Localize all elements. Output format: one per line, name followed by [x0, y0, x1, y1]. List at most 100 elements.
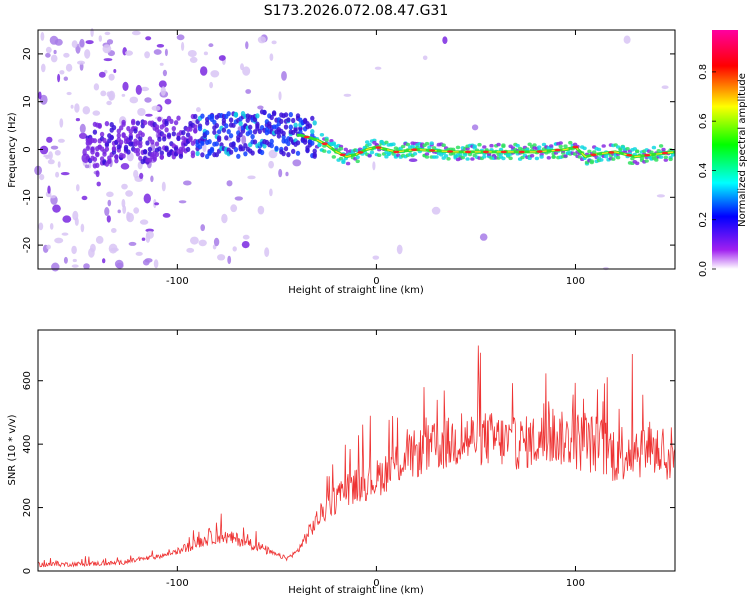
ridge-blob	[661, 147, 666, 152]
noise-blob	[104, 207, 110, 216]
ridge-blob	[302, 139, 308, 145]
noise-blob	[372, 161, 376, 171]
noise-blob	[79, 38, 85, 48]
ridge-blob	[228, 133, 234, 139]
chart-title: S173.2026.072.08.47.G31	[264, 3, 449, 19]
ridge-blob	[463, 153, 468, 157]
noise-blob	[183, 180, 192, 186]
ridge-blob	[424, 141, 430, 146]
noise-blob	[98, 71, 106, 78]
ridge-blob	[207, 139, 212, 145]
ridge-blob	[515, 143, 520, 148]
noise-blob	[55, 171, 60, 178]
noise-blob	[53, 49, 57, 55]
ridge-blob	[209, 113, 215, 120]
noise-blob	[196, 107, 201, 113]
ridge-blob	[312, 153, 317, 159]
ridge-blob	[257, 128, 262, 134]
ridge-blob	[259, 149, 265, 156]
noise-blob	[164, 48, 168, 57]
noise-blob	[156, 44, 165, 48]
noise-blob	[268, 160, 274, 169]
noise-blob	[292, 159, 302, 167]
noise-blob	[88, 247, 95, 258]
ridge-blob	[501, 144, 506, 149]
ridge-blob	[546, 156, 551, 160]
y-tick-label: 200	[22, 498, 33, 517]
ridge-blob	[119, 125, 124, 131]
noise-blob	[106, 100, 112, 106]
ridge-blob	[269, 138, 274, 144]
ridge-blob	[274, 145, 279, 151]
ridge-blob	[131, 120, 136, 126]
top-x-axis: -100 0 100	[166, 30, 585, 287]
ridge-blob	[310, 115, 315, 121]
ridge-blob	[477, 142, 482, 147]
colorbar-tick-label: 0.2	[698, 212, 709, 228]
noise-blob	[408, 158, 418, 162]
ridge-blob	[126, 149, 131, 155]
ridge-blob	[92, 138, 98, 144]
noise-blob	[158, 80, 167, 88]
ridge-blob	[529, 154, 535, 158]
noise-blob	[145, 113, 153, 117]
noise-blob	[103, 58, 113, 62]
noise-blob	[271, 40, 277, 45]
ridge-blob	[119, 139, 124, 145]
ridge-blob	[171, 131, 176, 137]
ridge-blob	[248, 124, 253, 130]
ridge-blob	[537, 145, 542, 149]
bottom-x-axis: -100 0 100	[166, 330, 585, 589]
ridge-blob	[670, 153, 676, 157]
ridge-peak	[644, 153, 651, 157]
bottom-x-axis-label: Height of straight line (km)	[288, 585, 424, 596]
ridge-blob	[116, 132, 122, 139]
noise-blob	[144, 51, 151, 59]
noise-blob	[396, 244, 403, 255]
ridge-blob	[224, 123, 229, 129]
x-tick-label: -100	[166, 276, 189, 287]
noise-blob	[151, 105, 161, 111]
noise-blob	[269, 188, 273, 197]
noise-blob	[145, 230, 154, 239]
ridge-blob	[482, 145, 487, 149]
noise-blob	[422, 55, 428, 61]
ridge-blob	[248, 129, 253, 135]
ridge-blob	[601, 144, 606, 148]
ridge-blob	[195, 150, 200, 157]
noise-blob	[96, 181, 101, 187]
ridge-blob	[252, 139, 258, 145]
ridge-blob	[114, 158, 119, 164]
ridge-blob	[226, 129, 231, 135]
ridge-blob	[157, 136, 162, 142]
ridge-blob	[111, 149, 117, 155]
ridge-blob	[427, 145, 432, 150]
ridge-blob	[338, 156, 344, 161]
ridge-blob	[243, 151, 248, 157]
ridge-blob	[384, 154, 389, 159]
ridge-blob	[338, 146, 344, 151]
ridge-blob	[92, 129, 98, 135]
ridge-blob	[596, 147, 602, 152]
ridge-blob	[365, 140, 370, 144]
noise-blob	[241, 241, 250, 249]
noise-blob	[372, 255, 380, 260]
ridge-blob	[271, 111, 277, 117]
ridge-blob	[549, 144, 554, 148]
ridge-blob	[286, 152, 291, 158]
ridge-blob	[233, 147, 239, 153]
ridge-blob	[283, 146, 289, 152]
noise-blob	[213, 237, 220, 247]
noise-blob	[84, 49, 91, 59]
noise-blob	[139, 219, 149, 225]
noise-blob	[77, 60, 85, 65]
ridge-blob	[140, 132, 145, 138]
noise-blob	[269, 53, 274, 61]
noise-blob	[66, 91, 72, 96]
ridge-blob	[293, 122, 298, 128]
noise-blob	[102, 258, 106, 264]
noise-blob	[48, 151, 53, 160]
ridge-blob	[668, 157, 673, 162]
ridge-blob	[104, 146, 110, 152]
noise-blob	[161, 181, 166, 192]
